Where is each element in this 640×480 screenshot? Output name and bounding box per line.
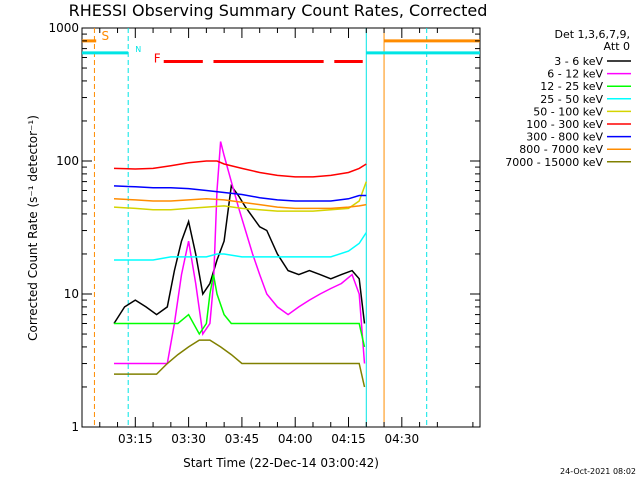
x-axis: 03:15 03:30 03:45 04:00 04:15 04:30 — [99, 28, 474, 446]
x-tick-label-3: 04:00 — [278, 432, 313, 446]
y-tick-label-1: 10 — [64, 287, 79, 301]
x-tick-label-5: 04:30 — [385, 432, 420, 446]
chart-title: RHESSI Observing Summary Count Rates, Co… — [69, 1, 488, 20]
vertical-markers — [93, 28, 428, 427]
y-tick-label-3: 1000 — [48, 21, 79, 35]
x-tick-label-0: 03:15 — [118, 432, 153, 446]
series-line-4 — [113, 181, 368, 212]
series-line-3 — [114, 232, 367, 261]
date-stamp: 24-Oct-2021 08:02 — [560, 467, 636, 476]
series-line-1 — [114, 141, 366, 365]
legend-label-5: 100 - 300 keV — [526, 118, 603, 131]
series-line-6 — [113, 185, 367, 202]
flag-F-label: F — [154, 51, 161, 65]
series-line-5 — [113, 160, 367, 178]
flag-S-label: S — [102, 29, 110, 43]
x-tick-label-4: 04:15 — [331, 432, 366, 446]
y-axis: 1 10 100 1000 — [48, 21, 480, 434]
series-line-2 — [114, 274, 366, 348]
legend-label-1: 6 - 12 keV — [547, 68, 603, 81]
series-line-7 — [113, 198, 367, 210]
legend-header-1: Att 0 — [604, 40, 630, 53]
legend-label-2: 12 - 25 keV — [540, 80, 603, 93]
series-line-8 — [114, 339, 366, 388]
series-line-0 — [113, 183, 366, 324]
series-layer — [113, 141, 368, 388]
legend-label-0: 3 - 6 keV — [554, 55, 603, 68]
plot-area — [81, 27, 481, 428]
y-tick-label-2: 100 — [56, 154, 79, 168]
legend-header-0: Det 1,3,6,7,9, — [554, 28, 630, 41]
legend-label-7: 800 - 7000 keV — [519, 143, 603, 156]
x-axis-label: Start Time (22-Dec-14 03:00:42) — [183, 456, 379, 470]
legend-label-4: 50 - 100 keV — [533, 105, 603, 118]
legend-label-6: 300 - 800 keV — [526, 131, 603, 144]
legend-label-3: 25 - 50 keV — [540, 93, 603, 106]
x-tick-label-2: 03:45 — [225, 432, 260, 446]
y-axis-label: Corrected Count Rate (s⁻¹ detector⁻¹) — [26, 115, 40, 341]
x-tick-label-1: 03:30 — [171, 432, 206, 446]
legend-label-8: 7000 - 15000 keV — [505, 156, 603, 169]
y-tick-label-0: 1 — [71, 420, 79, 434]
flag-bars: S N F — [82, 29, 480, 65]
flag-N-label: N — [135, 45, 141, 54]
